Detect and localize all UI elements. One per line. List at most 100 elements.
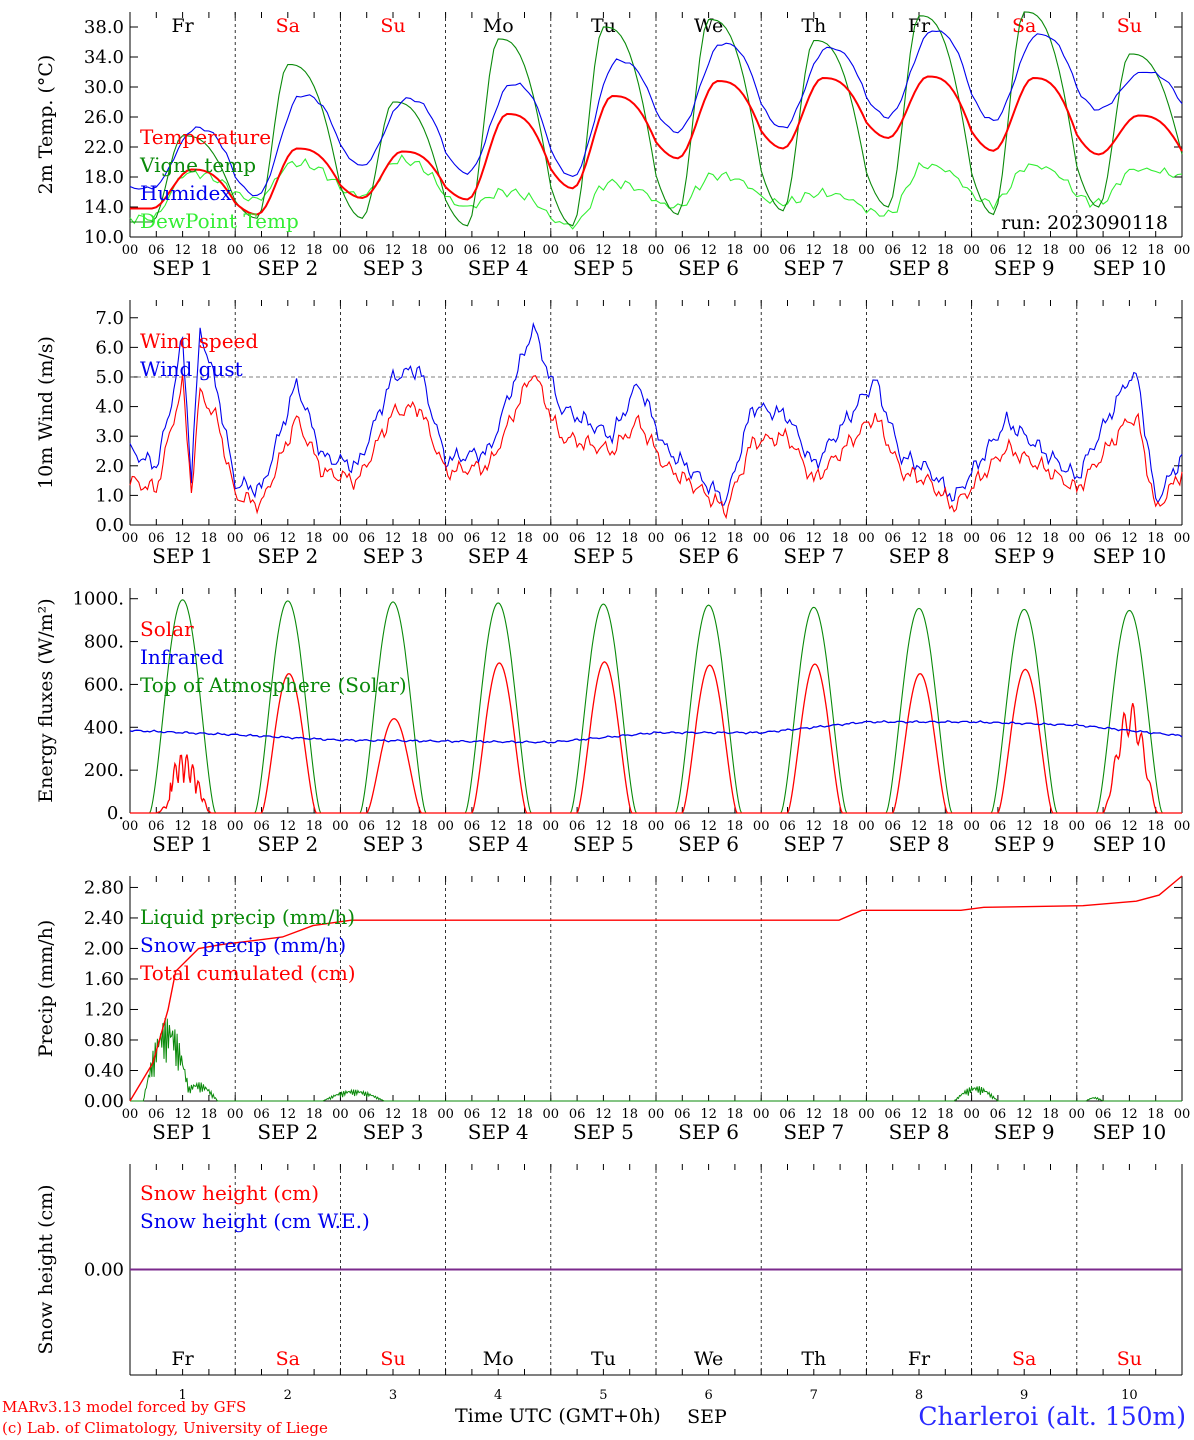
precip-date-label: SEP 2 (257, 1120, 318, 1144)
temp-date-label: SEP 5 (573, 256, 634, 280)
precip-hour-label: 06 (358, 1107, 375, 1122)
temp-y-tick-label: 34.0 (84, 47, 124, 68)
energy-hour-label: 12 (280, 819, 297, 834)
temp-hour-label: 12 (806, 243, 823, 258)
temp-hour-label: 00 (122, 243, 139, 258)
temp-hour-label: 18 (1147, 243, 1164, 258)
precip-hour-label: 18 (201, 1107, 218, 1122)
temp-hour-label: 00 (1069, 243, 1086, 258)
temp-hour-label: 12 (385, 243, 402, 258)
wind-hour-label: 18 (1042, 531, 1059, 546)
bottom-weekday-label: Sa (276, 1348, 300, 1370)
wind-hour-label: 06 (358, 531, 375, 546)
station-name: Charleroi (alt. 150m) (918, 1402, 1186, 1431)
bottom-weekday-label: We (694, 1348, 723, 1370)
weekday-label: Sa (1012, 15, 1036, 37)
precip-date-label: SEP 8 (889, 1120, 950, 1144)
wind-hour-label: 00 (858, 531, 875, 546)
precip-legend-0: Liquid precip (mm/h) (140, 905, 355, 929)
energy-panel: 00 06 12 18 00 06 12 18 00 06 12 18 00 06 12 18 00 06 12 18… (35, 588, 1190, 856)
bottom-day-number: 9 (1020, 1388, 1028, 1403)
energy-hour-label: 18 (832, 819, 849, 834)
energy-hour-label: 00 (332, 819, 349, 834)
temp-hour-label: 06 (253, 243, 270, 258)
energy-hour-label: 18 (1042, 819, 1059, 834)
temp-y-tick-label: 30.0 (84, 77, 124, 98)
wind-hour-label: 06 (148, 531, 165, 546)
wind-y-tick-label: 0.0 (95, 515, 124, 536)
energy-hour-label: 12 (1016, 819, 1033, 834)
snow-legend-0: Snow height (cm) (140, 1181, 319, 1205)
temp-y-tick-label: 10.0 (84, 227, 124, 248)
temp-panel: 00 06 12 18 00 06 12 18 00 06 12 18 00 06 12 18 00 06 12 18… (35, 11, 1190, 280)
temp-hour-label: 18 (306, 243, 323, 258)
energy-hour-label: 12 (700, 819, 717, 834)
wind-hour-label: 00 (437, 531, 454, 546)
wind-hour-label: 00 (963, 531, 980, 546)
precip-hour-label: 18 (937, 1107, 954, 1122)
precip-hour-label: 12 (595, 1107, 612, 1122)
temp-hour-label: 06 (464, 243, 481, 258)
temp-hour-label: 06 (779, 243, 796, 258)
precip-hour-label: 18 (306, 1107, 323, 1122)
temp-hour-label: 06 (884, 243, 901, 258)
temp-date-label: SEP 3 (363, 256, 424, 280)
energy-date-label: SEP 3 (363, 832, 424, 856)
energy-hour-label: 06 (1095, 819, 1112, 834)
temp-date-label: SEP 2 (257, 256, 318, 280)
energy-date-label: SEP 10 (1093, 832, 1167, 856)
temp-date-label: SEP 1 (152, 256, 213, 280)
energy-hour-label: 12 (911, 819, 928, 834)
precip-date-label: SEP 1 (152, 1120, 213, 1144)
wind-date-label: SEP 8 (889, 544, 950, 568)
temp-legend-0: Temperature (140, 125, 271, 149)
temp-hour-label: 12 (174, 243, 191, 258)
wind-hour-label: 18 (1147, 531, 1164, 546)
energy-y-tick-label: 400. (84, 717, 124, 738)
snow-legend-1: Snow height (cm W.E.) (140, 1209, 370, 1233)
precip-hour-label: 06 (464, 1107, 481, 1122)
energy-hour-label: 00 (227, 819, 244, 834)
snow-y-tick-label: 0.00 (84, 1260, 124, 1281)
bottom-weekday-label: Sa (1012, 1348, 1036, 1370)
temp-legend-3: DewPoint Temp (140, 209, 299, 233)
precip-y-tick-label: 0.40 (84, 1060, 124, 1081)
energy-hour-label: 00 (858, 819, 875, 834)
precip-hour-label: 18 (516, 1107, 533, 1122)
wind-hour-label: 12 (385, 531, 402, 546)
weekday-label: Tu (591, 15, 616, 37)
precip-hour-label: 18 (1147, 1107, 1164, 1122)
weekday-label: Th (801, 15, 826, 37)
precip-hour-label: 06 (779, 1107, 796, 1122)
wind-hour-label: 12 (595, 531, 612, 546)
precip-date-label: SEP 4 (468, 1120, 529, 1144)
temp-hour-label: 18 (832, 243, 849, 258)
wind-hour-label: 18 (201, 531, 218, 546)
wind-legend-0: Wind speed (140, 329, 258, 353)
precip-hour-label: 06 (569, 1107, 586, 1122)
energy-hour-label: 06 (253, 819, 270, 834)
wind-y-tick-label: 6.0 (95, 337, 124, 358)
temp-hour-label: 00 (227, 243, 244, 258)
energy-date-label: SEP 7 (783, 832, 844, 856)
precip-y-tick-label: 1.20 (84, 999, 124, 1020)
energy-date-label: SEP 4 (468, 832, 529, 856)
wind-hour-label: 12 (1016, 531, 1033, 546)
energy-hour-label: 00 (963, 819, 980, 834)
energy-hour-label: 06 (990, 819, 1007, 834)
energy-hour-label: 18 (201, 819, 218, 834)
energy-hour-label: 00 (543, 819, 560, 834)
precip-y-tick-label: 2.00 (84, 938, 124, 959)
precip-hour-label: 06 (674, 1107, 691, 1122)
energy-legend-2: Top of Atmosphere (Solar) (140, 673, 407, 697)
temp-legend-2: Humidex (140, 181, 232, 205)
temp-hour-label: 00 (332, 243, 349, 258)
precip-hour-label: 00 (437, 1107, 454, 1122)
energy-hour-label: 12 (385, 819, 402, 834)
precip-y-tick-label: 2.80 (84, 877, 124, 898)
energy-hour-label: 18 (516, 819, 533, 834)
energy-hour-label: 00 (648, 819, 665, 834)
precip-hour-label: 12 (700, 1107, 717, 1122)
precip-hour-label: 18 (727, 1107, 744, 1122)
